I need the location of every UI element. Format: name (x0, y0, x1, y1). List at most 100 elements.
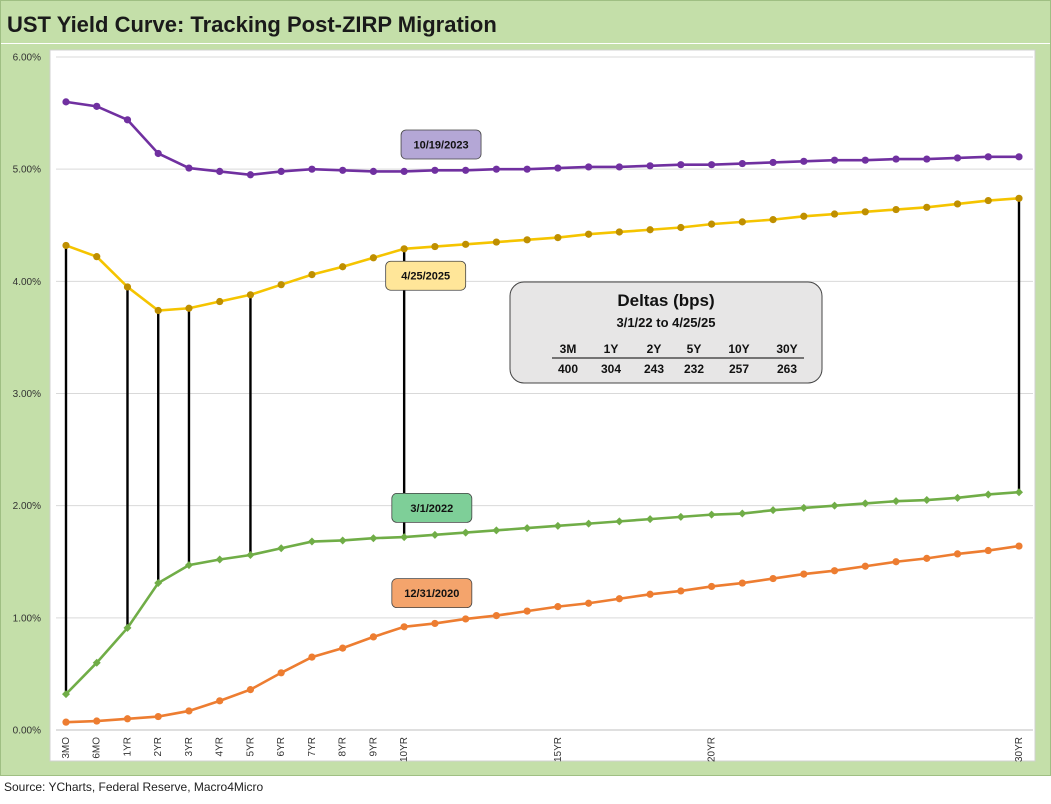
series-label: 3/1/2022 (410, 503, 453, 515)
series-point (123, 116, 132, 124)
series-point (431, 242, 439, 251)
x-tick-label: 6MO (92, 737, 103, 759)
series-label-box (391, 493, 473, 523)
x-tick-label: 20YR (707, 737, 718, 762)
series-point (308, 271, 316, 279)
deltas-value: 243 (644, 362, 664, 376)
series-label-box (391, 578, 473, 609)
series-point (923, 554, 931, 562)
x-tick-label: 5YR (245, 737, 256, 756)
series-line (65, 100, 1019, 177)
series-point (646, 590, 654, 598)
x-tick-label: 3MO (61, 737, 72, 759)
series-point (369, 534, 378, 543)
series-point (676, 512, 685, 521)
series-point (585, 599, 593, 607)
series-point (738, 159, 746, 168)
series-point (646, 226, 654, 234)
series-point (461, 528, 470, 537)
series-point (154, 712, 162, 721)
series-point (523, 607, 531, 615)
series-point (799, 503, 808, 512)
x-tick-label: 9YR (368, 737, 379, 756)
deltas-value: 263 (777, 362, 797, 376)
x-tick-label: 10YR (399, 737, 410, 762)
series-point (246, 171, 255, 179)
series-point (430, 530, 439, 539)
series-point (277, 669, 285, 677)
series-point (246, 291, 255, 299)
series-group (62, 98, 1023, 726)
x-tick-label: 8YR (338, 737, 349, 756)
series-point (1015, 194, 1023, 202)
series-point (984, 546, 992, 555)
series-point (584, 519, 593, 528)
series-point (369, 254, 378, 262)
series-label: 10/19/2023 (414, 139, 469, 151)
series-point (62, 718, 70, 726)
deltas-header: 2Y (647, 342, 662, 356)
series-point (123, 283, 132, 291)
deltas-title: Deltas (bps) (617, 291, 714, 310)
series-point (585, 163, 593, 171)
series-point (308, 653, 316, 661)
chart-title: UST Yield Curve: Tracking Post-ZIRP Migr… (7, 12, 497, 37)
series-point (185, 707, 193, 715)
series-point (615, 517, 624, 526)
series-point (554, 233, 562, 242)
series-point (923, 155, 931, 163)
series-point (830, 156, 839, 164)
y-tick-label: 1.00% (13, 613, 41, 624)
series-point (953, 493, 962, 502)
series-line (65, 544, 1020, 724)
series-point (431, 619, 439, 628)
series-point (185, 304, 193, 312)
series-point (277, 544, 286, 553)
series-point (462, 166, 470, 174)
series-point (861, 499, 870, 508)
series-point (738, 218, 746, 226)
series-point (400, 167, 408, 176)
series-point (523, 524, 532, 533)
series-point (984, 490, 993, 499)
series-point (523, 165, 531, 173)
deltas-value: 400 (558, 362, 578, 376)
series-point (154, 579, 163, 588)
deltas-subtitle: 3/1/22 to 4/25/25 (616, 315, 715, 330)
series-point (216, 167, 224, 176)
series-point (93, 253, 101, 261)
series-point (215, 555, 224, 564)
series-point (369, 167, 378, 176)
y-tick-label: 2.00% (13, 501, 41, 512)
series-point (277, 167, 285, 176)
source-note: Source: YCharts, Federal Reserve, Macro4… (4, 780, 264, 794)
series-point (339, 166, 347, 174)
series-point (830, 501, 839, 510)
x-tick-label: 4YR (215, 737, 226, 756)
series-label-box (385, 260, 467, 291)
series-point (953, 200, 962, 208)
series-point (184, 561, 193, 570)
plot-area (49, 49, 1036, 762)
series-point (553, 521, 562, 530)
deltas-header: 10Y (728, 342, 749, 356)
series-point (62, 241, 70, 250)
x-tick-label: 7YR (307, 737, 318, 756)
deltas-value: 304 (601, 362, 621, 376)
x-tick-label: 6YR (276, 737, 287, 756)
series-point (800, 212, 808, 220)
y-tick-label: 0.00% (13, 726, 41, 737)
y-tick-label: 6.00% (13, 53, 41, 64)
series-point (523, 236, 531, 244)
y-tick-label: 5.00% (13, 165, 41, 176)
series-point (646, 162, 654, 170)
series-line (65, 490, 1020, 696)
series-point (93, 717, 101, 725)
deltas-header: 30Y (776, 342, 797, 356)
series-point (984, 196, 992, 205)
y-axis-ticks: 0.00% 1.00% 2.00% 3.00% 4.00% 5.00% 6.00% (13, 53, 41, 737)
series-point (615, 595, 623, 603)
series-point (154, 149, 162, 158)
title-divider (1, 43, 1050, 44)
series-point (400, 245, 408, 253)
